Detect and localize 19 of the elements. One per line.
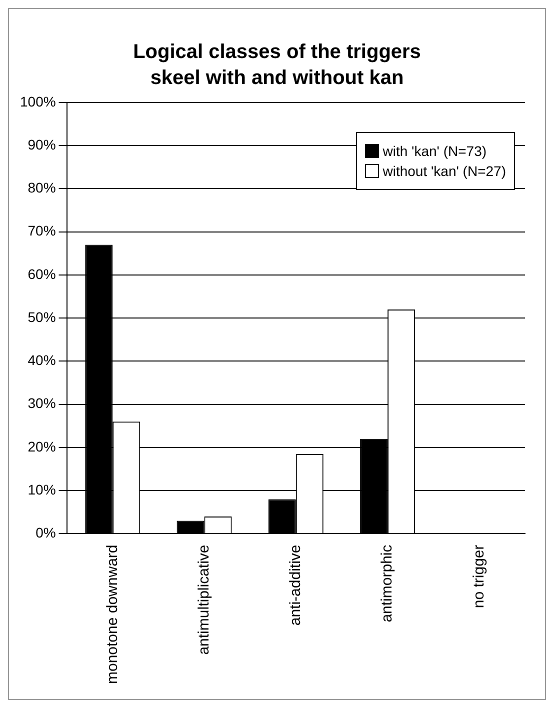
y-tick-label: 40% <box>28 352 56 368</box>
y-tick-label: 70% <box>28 222 56 239</box>
y-tick-label: 80% <box>28 180 56 196</box>
x-tick-label: monotone downward <box>104 544 121 684</box>
x-tick-label: antimultiplicative <box>195 544 212 655</box>
y-tick-label: 10% <box>28 481 56 498</box>
chart-title: Logical classes of the triggers skeel with and without kan <box>132 40 422 91</box>
y-tick-label: 50% <box>28 308 56 325</box>
x-tick-label: no trigger <box>470 544 488 608</box>
y-tick-label: 90% <box>28 136 56 152</box>
y-tick-label: 100% <box>20 93 56 110</box>
legend-label: without 'kan' (N=27) <box>382 163 506 180</box>
legend-label: with 'kan' (N=73) <box>382 143 487 160</box>
y-tick-label: 0% <box>36 524 56 541</box>
y-tick-label: 30% <box>28 395 56 412</box>
y-tick-label: 60% <box>28 266 56 282</box>
y-tick-label: 20% <box>28 438 56 454</box>
x-tick-label: anti-additive <box>287 544 304 626</box>
x-tick-label: antimorphic <box>378 544 396 622</box>
